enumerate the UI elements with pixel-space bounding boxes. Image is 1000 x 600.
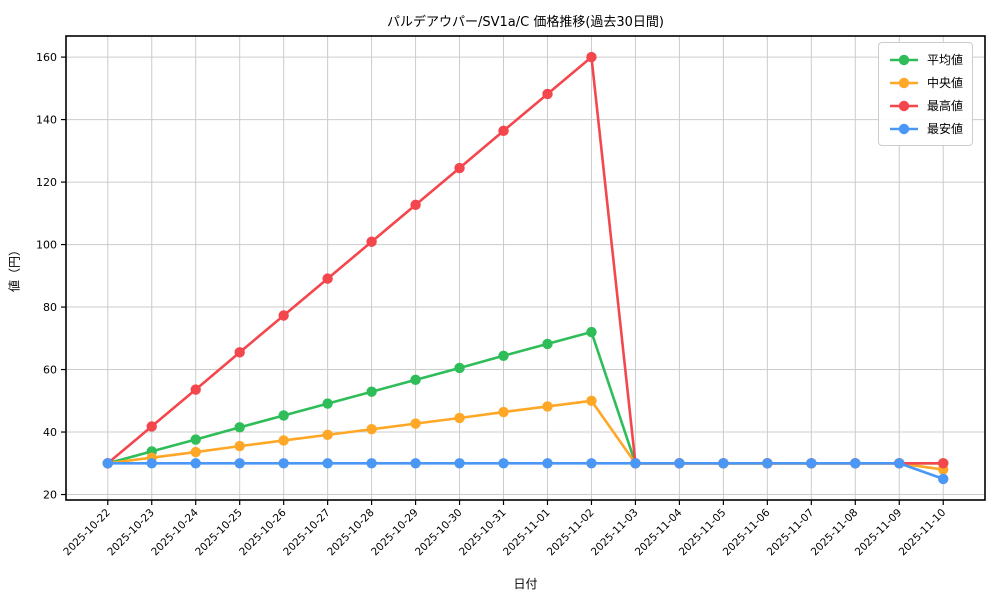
legend-dot [898, 54, 910, 65]
max-line-marker-icon [890, 100, 918, 111]
data-point [234, 347, 245, 358]
y-tick-label: 120 [36, 176, 57, 189]
y-tick-label: 40 [43, 426, 57, 439]
data-point [102, 458, 113, 469]
data-point [454, 362, 465, 374]
data-point [146, 458, 157, 469]
y-tick-label: 60 [43, 364, 57, 377]
data-point [498, 406, 509, 418]
data-point [410, 374, 421, 386]
legend-item-label: 平均値 [927, 53, 964, 67]
x-axis-label: 日付 [513, 577, 538, 591]
data-point [454, 412, 465, 424]
data-point [542, 401, 553, 412]
data-point [938, 473, 949, 485]
data-point [498, 125, 509, 137]
data-point [278, 458, 289, 469]
legend-dot [898, 77, 910, 88]
data-point [542, 88, 553, 100]
data-point [366, 458, 377, 469]
data-point [322, 458, 333, 469]
legend-dot [898, 123, 910, 134]
y-tick-label: 80 [43, 301, 57, 314]
legend-item-label: 最安値 [927, 122, 964, 136]
data-point [762, 458, 773, 469]
data-point [498, 458, 509, 469]
min-line-marker-icon [890, 123, 918, 134]
data-point [410, 418, 421, 429]
legend-item-max: 最高値 [888, 94, 963, 117]
data-point [454, 458, 465, 469]
data-point [146, 421, 157, 432]
legend-item-average: 平均値 [888, 48, 963, 71]
legend-item-median: 中央値 [888, 71, 963, 94]
data-point [454, 162, 465, 174]
y-axis-label: 値（円） [7, 243, 22, 293]
data-point [366, 386, 377, 397]
legend-item-label: 最高値 [927, 99, 964, 113]
data-point [366, 424, 377, 435]
data-point [190, 434, 201, 445]
y-tick-label: 100 [36, 239, 57, 252]
legend-item-label: 中央値 [927, 76, 964, 90]
data-point [234, 440, 245, 452]
series-line-1 [106, 399, 945, 471]
median-line-marker-icon [890, 77, 918, 88]
data-point [322, 398, 333, 409]
data-point [410, 458, 421, 469]
data-point [278, 435, 289, 446]
data-point [322, 429, 333, 441]
data-point [938, 458, 949, 469]
data-point [586, 51, 597, 63]
series-line-3 [106, 461, 945, 481]
data-point [190, 384, 201, 395]
data-point [366, 236, 377, 247]
data-point [410, 199, 421, 211]
series-line-2 [106, 55, 945, 465]
legend: 平均値 中央値 最高値 最安値 [878, 42, 974, 146]
x-tick-label: 2025-11-10 [897, 507, 949, 559]
chart-title: パルデアウパー/SV1a/C 価格推移(過去30日間) [386, 15, 665, 30]
legend-dot [898, 100, 910, 111]
data-point [322, 273, 333, 284]
data-point [718, 458, 729, 469]
y-tick-label: 20 [43, 489, 57, 502]
data-point [674, 458, 685, 469]
data-point [498, 350, 509, 362]
data-point [850, 458, 861, 469]
series-line-0 [106, 330, 945, 465]
data-point [894, 458, 905, 469]
average-line-marker-icon [890, 54, 918, 65]
data-point [190, 458, 201, 469]
data-point [542, 458, 553, 469]
y-tick-label: 160 [36, 51, 57, 64]
data-point [190, 446, 201, 458]
legend-item-min: 最安値 [888, 117, 963, 140]
data-point [234, 422, 245, 433]
data-point [586, 395, 597, 406]
data-point [806, 458, 817, 469]
data-point [586, 326, 597, 338]
y-tick-label: 140 [36, 114, 57, 127]
data-point [234, 458, 245, 469]
data-point [278, 310, 289, 321]
data-point [630, 458, 641, 469]
data-point [586, 458, 597, 469]
axes-frame [65, 35, 986, 501]
data-point [278, 410, 289, 421]
data-point [542, 338, 553, 350]
